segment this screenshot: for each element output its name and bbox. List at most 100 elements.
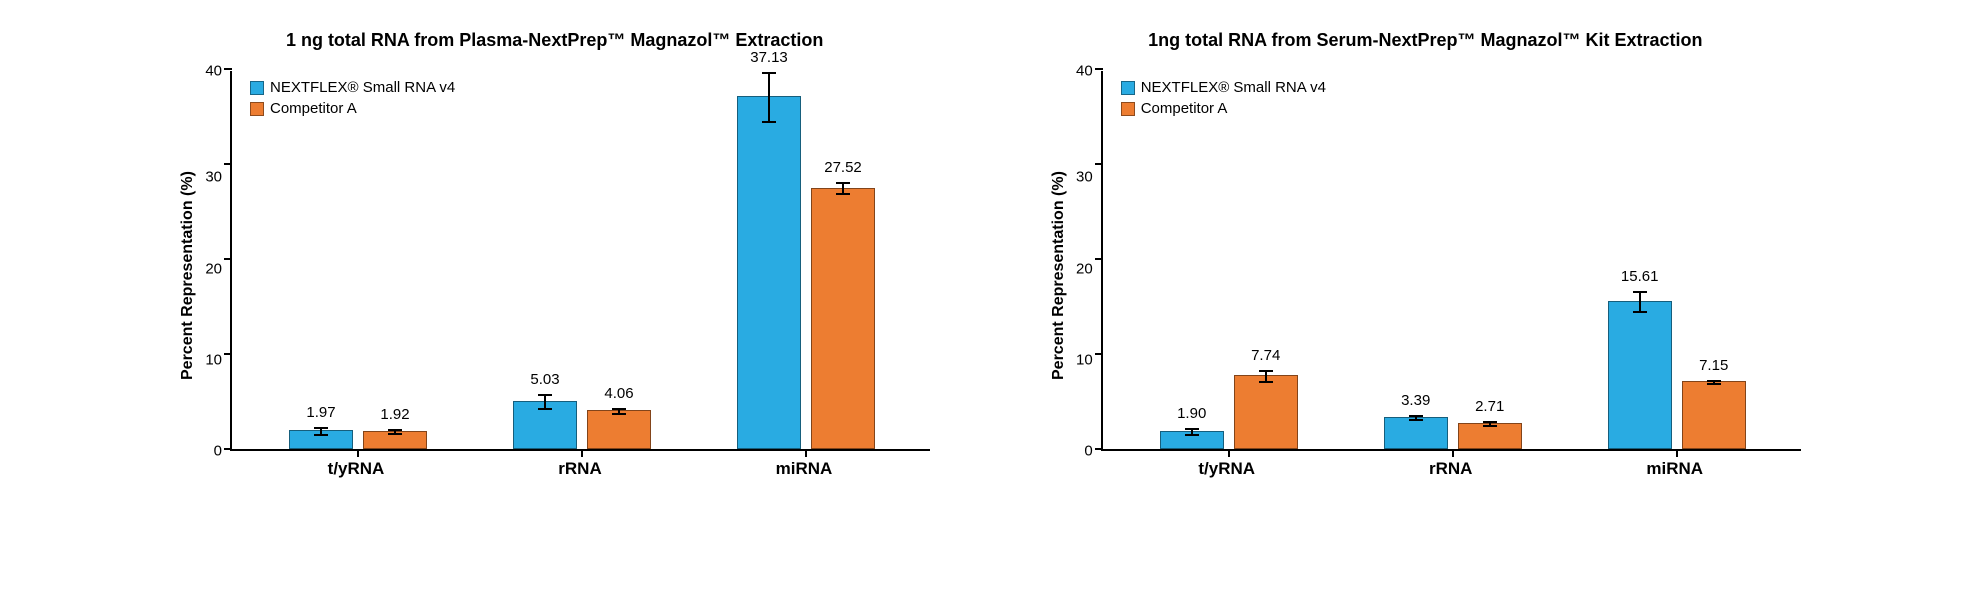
bar-value: 1.97 xyxy=(306,404,335,421)
x-category-label: t/yRNA xyxy=(328,459,385,479)
error-cap xyxy=(388,433,402,435)
chart-body: Percent Representation (%) 403020100 NEX… xyxy=(179,71,930,481)
y-axis-label: Percent Representation (%) xyxy=(1050,71,1068,481)
chart-body: Percent Representation (%) 403020100 NEX… xyxy=(1050,71,1801,481)
error-cap xyxy=(1259,370,1273,372)
legend-row: Competitor A xyxy=(250,100,455,117)
plot-area: NEXTFLEX® Small RNA v4 Competitor A 1.90 7… xyxy=(1101,71,1801,451)
y-tick-mark xyxy=(1095,258,1103,260)
y-tick: 40 xyxy=(1076,64,1093,79)
bar: 27.52 xyxy=(811,188,875,449)
bar: 4.06 xyxy=(587,410,651,449)
error-bar xyxy=(1639,292,1641,312)
bar-value: 27.52 xyxy=(824,159,862,176)
bar-value: 1.92 xyxy=(380,406,409,423)
y-tick-mark xyxy=(224,68,232,70)
bar: 1.92 xyxy=(363,431,427,449)
error-cap xyxy=(836,182,850,184)
legend-row: NEXTFLEX® Small RNA v4 xyxy=(1121,79,1326,96)
error-cap xyxy=(1259,381,1273,383)
y-axis-label: Percent Representation (%) xyxy=(179,71,197,481)
error-cap xyxy=(1707,383,1721,385)
y-tick-mark xyxy=(1095,163,1103,165)
error-bar xyxy=(768,73,770,122)
legend-row: NEXTFLEX® Small RNA v4 xyxy=(250,79,455,96)
error-cap xyxy=(1633,311,1647,313)
error-cap xyxy=(612,408,626,410)
bar-group: 37.1327.52 xyxy=(737,96,875,449)
bar: 1.90 xyxy=(1160,431,1224,449)
legend-swatch xyxy=(250,102,264,116)
y-tick: 0 xyxy=(1084,444,1092,459)
error-cap xyxy=(314,427,328,429)
bar-value: 2.71 xyxy=(1475,398,1504,415)
plot-with-axis: 403020100 NEXTFLEX® Small RNA v4Competit… xyxy=(1076,71,1801,481)
chart-title: 1ng total RNA from Serum-NextPrep™ Magna… xyxy=(1148,30,1702,51)
bar: 7.74 xyxy=(1234,375,1298,449)
y-tick: 0 xyxy=(214,444,222,459)
x-category-label: rRNA xyxy=(558,459,601,479)
y-tick: 40 xyxy=(205,64,222,79)
error-cap xyxy=(1185,428,1199,430)
y-tick: 20 xyxy=(1076,261,1093,276)
y-ticks: 403020100 xyxy=(205,71,230,451)
legend: NEXTFLEX® Small RNA v4 Competitor A xyxy=(250,79,455,121)
bar: 3.39 xyxy=(1384,417,1448,449)
chart-plasma: 1 ng total RNA from Plasma-NextPrep™ Mag… xyxy=(179,30,930,481)
legend-label: NEXTFLEX® Small RNA v4 xyxy=(1141,79,1326,96)
y-tick: 10 xyxy=(1076,352,1093,367)
chart-title: 1 ng total RNA from Plasma-NextPrep™ Mag… xyxy=(286,30,823,51)
error-cap xyxy=(762,72,776,74)
y-tick: 30 xyxy=(205,170,222,185)
bar-value: 1.90 xyxy=(1177,405,1206,422)
legend-label: Competitor A xyxy=(1141,100,1228,117)
error-cap xyxy=(1707,380,1721,382)
bar-group: 3.39 2.71 xyxy=(1384,417,1522,449)
error-cap xyxy=(1483,425,1497,427)
x-labels: t/yRNA rRNA miRNA xyxy=(230,451,930,481)
bar: 5.03 xyxy=(513,401,577,449)
plot-with-axis: 403020100 NEXTFLEX® Small RNA v4 Competit… xyxy=(205,71,930,481)
bar: 2.71 xyxy=(1458,423,1522,449)
bar-group: 5.03 4.06 xyxy=(513,401,651,449)
legend-swatch xyxy=(250,81,264,95)
error-cap xyxy=(1633,291,1647,293)
error-cap xyxy=(612,413,626,415)
legend-label: Competitor A xyxy=(270,100,357,117)
y-tick: 30 xyxy=(1076,170,1093,185)
plot-row: 403020100 NEXTFLEX® Small RNA v4Competit… xyxy=(1076,71,1801,451)
x-category-label: t/yRNA xyxy=(1198,459,1255,479)
plot-area: NEXTFLEX® Small RNA v4Competitor A 1.971… xyxy=(230,71,930,451)
bar-value: 5.03 xyxy=(530,371,559,388)
error-cap xyxy=(1483,421,1497,423)
error-cap xyxy=(314,434,328,436)
error-cap xyxy=(1409,415,1423,417)
error-cap xyxy=(538,394,552,396)
bar-group: 15.61 7.15 xyxy=(1608,301,1746,449)
legend: NEXTFLEX® Small RNA v4 Competitor A xyxy=(1121,79,1326,121)
legend-swatch xyxy=(1121,102,1135,116)
y-tick-mark xyxy=(224,448,232,450)
legend-row: Competitor A xyxy=(1121,100,1326,117)
y-tick: 10 xyxy=(205,352,222,367)
y-tick-mark xyxy=(1095,448,1103,450)
y-ticks: 403020100 xyxy=(1076,71,1101,451)
error-cap xyxy=(538,408,552,410)
bar: 1.97 xyxy=(289,430,353,449)
bar: 15.61 xyxy=(1608,301,1672,449)
x-category-label: miRNA xyxy=(1646,459,1703,479)
chart-serum: 1ng total RNA from Serum-NextPrep™ Magna… xyxy=(1050,30,1801,481)
bar-group: 1.97 1.92 xyxy=(289,430,427,449)
bar-value: 15.61 xyxy=(1621,268,1659,285)
bar-value: 3.39 xyxy=(1401,392,1430,409)
bar-value: 7.15 xyxy=(1699,357,1728,374)
error-cap xyxy=(762,121,776,123)
error-cap xyxy=(1409,419,1423,421)
x-labels: t/yRNArRNAmiRNA xyxy=(1101,451,1801,481)
error-cap xyxy=(1185,434,1199,436)
x-category-label: miRNA xyxy=(776,459,833,479)
plot-row: 403020100 NEXTFLEX® Small RNA v4 Competit… xyxy=(205,71,930,451)
bar-group: 1.90 7.74 xyxy=(1160,375,1298,449)
bar-value: 4.06 xyxy=(604,385,633,402)
y-tick-mark xyxy=(224,163,232,165)
